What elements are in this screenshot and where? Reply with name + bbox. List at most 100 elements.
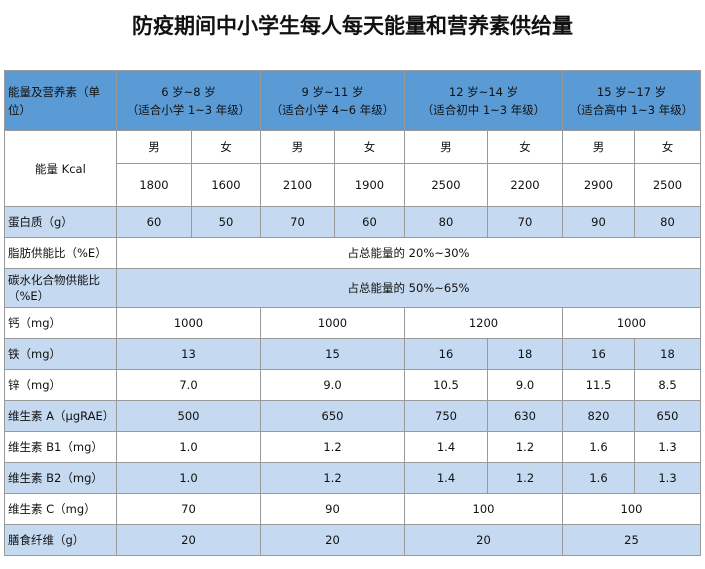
cell: 1900 — [334, 163, 405, 207]
energy-sex-row: 能量 Kcal 男女男女男女男女 — [4, 130, 701, 207]
cell: 2500 — [404, 163, 488, 207]
row-label: 膳食纤维（g） — [4, 524, 117, 556]
cell: 10.5 — [404, 369, 488, 401]
cell: 1.6 — [562, 462, 635, 494]
data-row: 维生素 C（mg） 70 90 100 100 — [4, 493, 701, 525]
data-row: 维生素 A（μgRAE） 500 650 750 630 820 650 — [4, 400, 701, 432]
cell: 60 — [116, 206, 192, 238]
cell: 60 — [334, 206, 405, 238]
data-row: 铁（mg） 13 15 16 18 16 18 — [4, 338, 701, 370]
cell: 100 — [562, 493, 701, 525]
cell: 20 — [116, 524, 261, 556]
cell: 500 — [116, 400, 261, 432]
cell: 16 — [404, 338, 488, 370]
row-label: 脂肪供能比（%E） — [4, 237, 117, 269]
data-row: 蛋白质（g） 60 50 70 60 80 70 90 80 — [4, 206, 701, 238]
cell: 占总能量的 20%~30% — [116, 237, 701, 269]
data-row: 脂肪供能比（%E） 占总能量的 20%~30% — [4, 237, 701, 269]
cell: 2200 — [487, 163, 563, 207]
cell: 650 — [260, 400, 405, 432]
cell: 70 — [260, 206, 335, 238]
sex: 女 — [487, 130, 563, 164]
cell: 1.2 — [487, 462, 563, 494]
data-row: 碳水化合物供能比（%E） 占总能量的 50%~65% — [4, 268, 701, 308]
cell: 占总能量的 50%~65% — [116, 268, 701, 308]
cell: 1.2 — [487, 431, 563, 463]
cell: 80 — [404, 206, 488, 238]
data-row: 维生素 B2（mg） 1.0 1.2 1.4 1.2 1.6 1.3 — [4, 462, 701, 494]
cell: 9.0 — [260, 369, 405, 401]
grade: （适合高中 1~3 年级） — [569, 102, 694, 117]
data-row: 维生素 B1（mg） 1.0 1.2 1.4 1.2 1.6 1.3 — [4, 431, 701, 463]
age: 6 岁~8 岁 — [161, 84, 216, 99]
cell: 20 — [260, 524, 405, 556]
cell: 2500 — [634, 163, 701, 207]
data-row: 膳食纤维（g） 20 20 20 25 — [4, 524, 701, 556]
age-group: 9 岁~11 岁 （适合小学 4~6 年级） — [260, 70, 405, 131]
cell: 1000 — [562, 307, 701, 339]
cell: 11.5 — [562, 369, 635, 401]
cell: 1200 — [404, 307, 563, 339]
age-group: 15 岁~17 岁 （适合高中 1~3 年级） — [562, 70, 701, 131]
cell: 1.6 — [562, 431, 635, 463]
age: 12 岁~14 岁 — [448, 84, 519, 99]
cell: 70 — [116, 493, 261, 525]
sex: 女 — [634, 130, 701, 164]
cell: 9.0 — [487, 369, 563, 401]
data-row: 钙（mg） 1000 1000 1200 1000 — [4, 307, 701, 339]
cell: 70 — [487, 206, 563, 238]
cell: 50 — [191, 206, 261, 238]
cell: 630 — [487, 400, 563, 432]
grade: （适合初中 1~3 年级） — [421, 102, 546, 117]
header-row: 能量及营养素（单位） 6 岁~8 岁 （适合小学 1~3 年级） 9 岁~11 岁 （适… — [4, 70, 701, 131]
row-label: 蛋白质（g） — [4, 206, 117, 238]
cell: 1.3 — [634, 462, 701, 494]
cell: 1800 — [116, 163, 192, 207]
cell: 1.0 — [116, 431, 261, 463]
grade: （适合小学 4~6 年级） — [270, 102, 395, 117]
age-group: 6 岁~8 岁 （适合小学 1~3 年级） — [116, 70, 261, 131]
cell: 1.0 — [116, 462, 261, 494]
cell: 90 — [260, 493, 405, 525]
energy-value-row: 1800 1600 2100 1900 2500 2200 2900 2500 — [5, 163, 701, 207]
row-label: 维生素 C（mg） — [4, 493, 117, 525]
cell: 80 — [634, 206, 701, 238]
sex: 男 — [562, 130, 635, 164]
grade: （适合小学 1~3 年级） — [126, 102, 251, 117]
row-label: 锌（mg） — [4, 369, 117, 401]
header-label: 能量及营养素（单位） — [4, 70, 117, 131]
age-group: 12 岁~14 岁 （适合初中 1~3 年级） — [404, 70, 563, 131]
cell: 2100 — [260, 163, 335, 207]
row-label: 钙（mg） — [4, 307, 117, 339]
sex: 男 — [116, 130, 192, 164]
age: 9 岁~11 岁 — [301, 84, 364, 99]
cell: 18 — [634, 338, 701, 370]
row-label: 能量 Kcal — [4, 130, 117, 207]
cell: 1000 — [260, 307, 405, 339]
cell: 1.4 — [404, 462, 488, 494]
cell: 25 — [562, 524, 701, 556]
title: 防疫期间中小学生每人每天能量和营养素供给量 — [132, 14, 573, 38]
age: 15 岁~17 岁 — [596, 84, 667, 99]
cell: 650 — [634, 400, 701, 432]
cell: 8.5 — [634, 369, 701, 401]
sex: 男 — [404, 130, 488, 164]
cell: 750 — [404, 400, 488, 432]
cell: 1.2 — [260, 431, 405, 463]
data-row: 锌（mg） 7.0 9.0 10.5 9.0 11.5 8.5 — [4, 369, 701, 401]
cell: 820 — [562, 400, 635, 432]
row-label: 铁（mg） — [4, 338, 117, 370]
row-label: 维生素 A（μgRAE） — [4, 400, 117, 432]
cell: 18 — [487, 338, 563, 370]
row-label: 碳水化合物供能比（%E） — [4, 268, 117, 308]
cell: 2900 — [562, 163, 635, 207]
cell: 1.4 — [404, 431, 488, 463]
sex: 女 — [191, 130, 261, 164]
cell: 7.0 — [116, 369, 261, 401]
cell: 16 — [562, 338, 635, 370]
sex: 男 — [260, 130, 335, 164]
sex: 女 — [334, 130, 405, 164]
cell: 1600 — [191, 163, 261, 207]
row-label: 维生素 B2（mg） — [4, 462, 117, 494]
